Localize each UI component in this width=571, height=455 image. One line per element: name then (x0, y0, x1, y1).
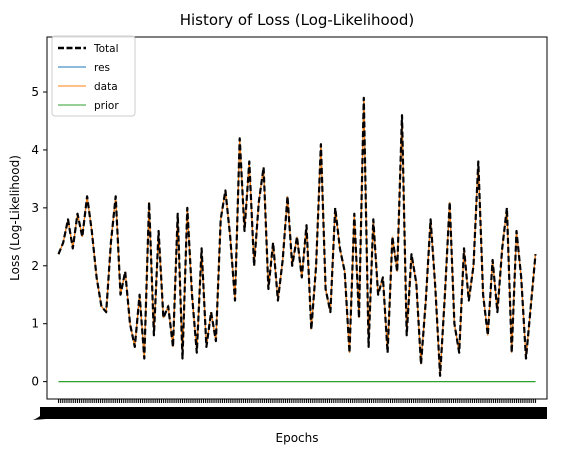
y-tick-label: 1 (31, 317, 39, 331)
x-tick-label-overflow (33, 413, 46, 420)
x-tick-labels-overlapping (40, 407, 547, 419)
y-tick-label: 4 (31, 143, 39, 157)
legend: Total res data prior (51, 35, 136, 117)
legend-label-res: res (94, 62, 110, 74)
y-tick-label: 5 (31, 85, 39, 99)
y-tick-label: 3 (31, 201, 39, 215)
legend-label-data: data (94, 81, 118, 93)
y-axis: 0 1 2 3 4 5 (31, 85, 47, 389)
plot-area (57, 96, 537, 383)
y-tick-label: 0 (31, 375, 39, 389)
legend-label-prior: prior (94, 100, 119, 112)
series-total-line (57, 96, 537, 377)
chart-title: History of Loss (Log-Likelihood) (180, 11, 415, 29)
x-axis-label: Epochs (276, 431, 319, 445)
y-tick-label: 2 (31, 259, 39, 273)
y-axis-label: Loss (Log-Likelihood) (8, 155, 22, 281)
legend-label-total: Total (93, 43, 119, 55)
legend-box (51, 35, 136, 117)
x-axis (33, 399, 547, 420)
